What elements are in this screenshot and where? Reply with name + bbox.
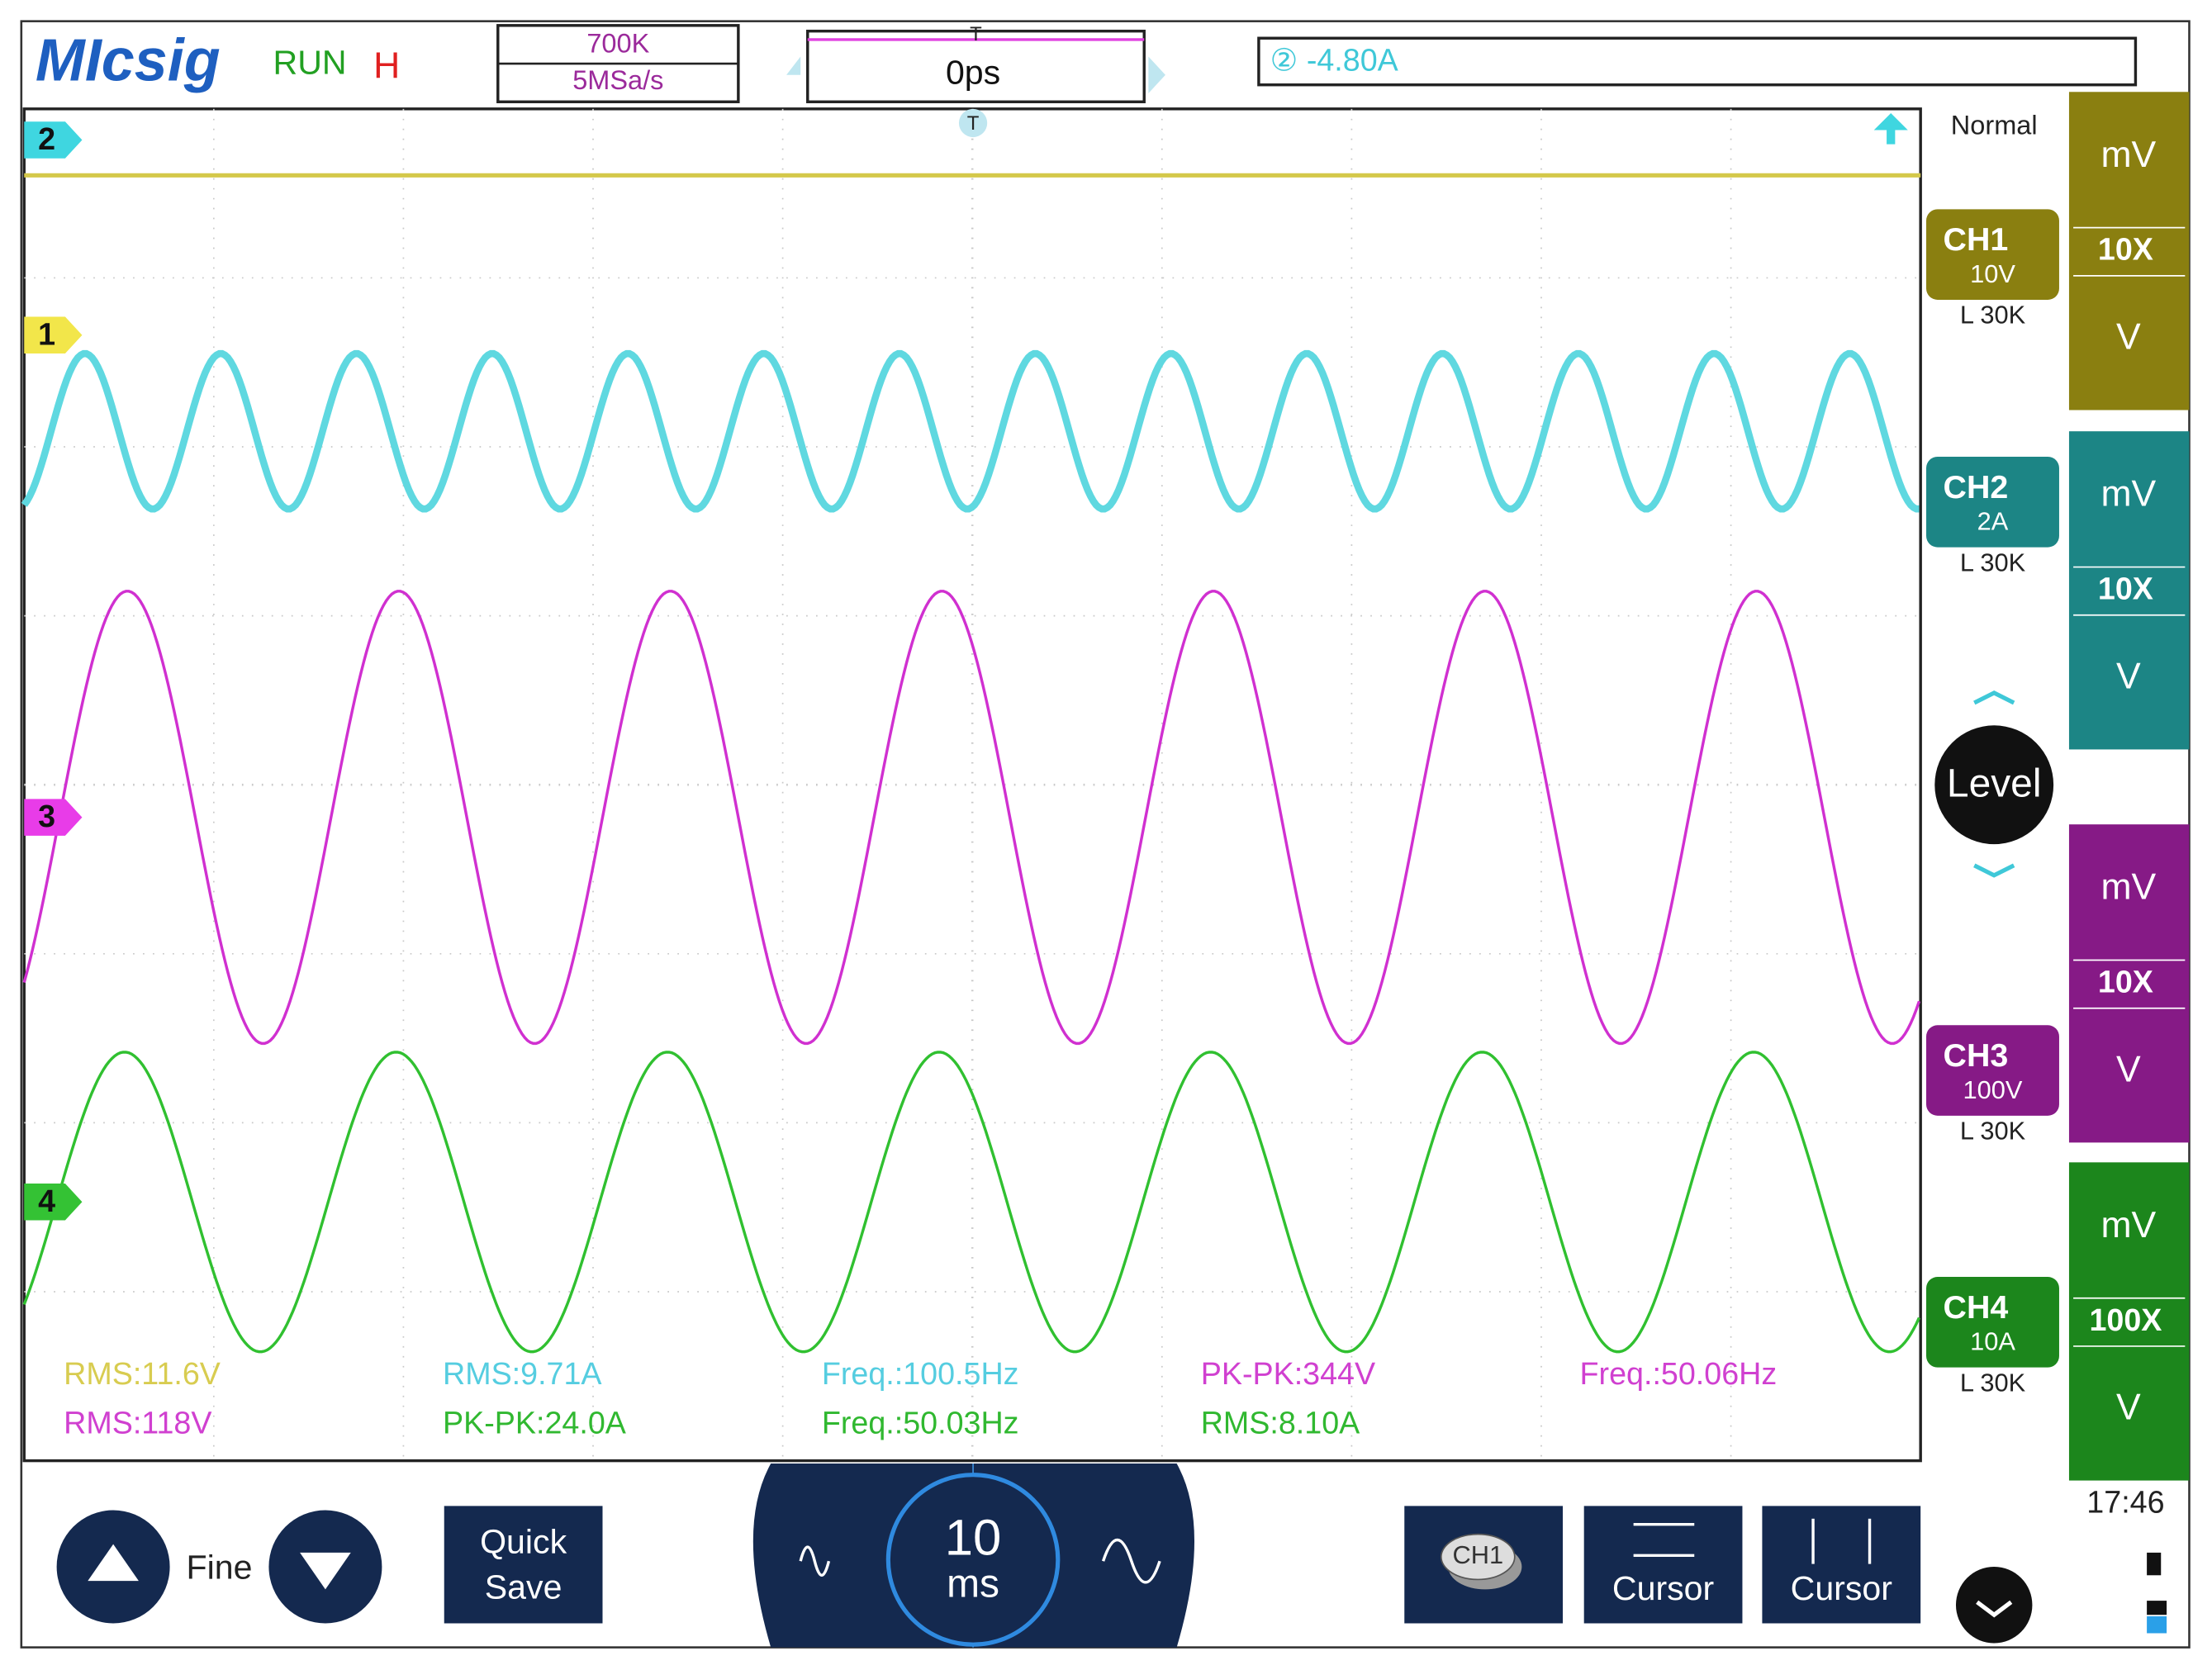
waveform-area[interactable]	[22, 107, 1922, 1463]
channel-marker-label: 2	[38, 121, 55, 156]
usb-icon	[2147, 1552, 2162, 1576]
ch-icon	[1440, 1533, 1516, 1581]
unit-high: mV	[2100, 867, 2156, 908]
measurement-value: Freq.:100.5Hz	[822, 1356, 1019, 1391]
trigger-level-arrow	[1873, 112, 1908, 145]
unit-high: mV	[2100, 1205, 2156, 1245]
clock: 17:46	[2086, 1485, 2164, 1520]
trigger-time-box[interactable]	[806, 29, 1146, 103]
measurement: ② -4.80A	[1270, 42, 1399, 77]
measurement-value: PK-PK:344V	[1201, 1356, 1375, 1391]
channel-strip[interactable]	[2068, 431, 2190, 750]
unit-high: mV	[2100, 135, 2156, 175]
arrow-right[interactable]	[1148, 56, 1165, 93]
channel-probe: L 30K	[1960, 1368, 2026, 1397]
channel-name: CH4	[1944, 1289, 2009, 1326]
mode: H	[373, 45, 400, 86]
trigger-time: 0ps	[946, 54, 1000, 92]
measurement-value: PK-PK:24.0A	[443, 1406, 627, 1440]
channel-probe: L 30K	[1960, 548, 2026, 576]
unit-low: V	[2116, 657, 2141, 697]
channel-button[interactable]	[1926, 209, 2059, 300]
ch-button-label: CH1	[1452, 1540, 1503, 1569]
channel-marker[interactable]	[24, 799, 83, 836]
quick-save-button[interactable]	[444, 1506, 603, 1624]
menu-icon	[1976, 1600, 2013, 1618]
channel-button[interactable]	[1926, 1025, 2059, 1116]
fine-label: Fine	[187, 1548, 253, 1586]
channel-name: CH2	[1944, 469, 2009, 505]
down-icon	[300, 1552, 351, 1590]
channel-marker[interactable]	[24, 1184, 83, 1221]
unit-high: mV	[2100, 474, 2156, 515]
menu-button[interactable]	[1955, 1567, 2033, 1644]
narrow-wave-icon[interactable]	[799, 1545, 831, 1577]
up-icon	[88, 1544, 139, 1582]
wide-wave-icon[interactable]	[1101, 1538, 1161, 1584]
cursor-v-label: Cursor	[1791, 1569, 1892, 1607]
trigger-pos-dot	[958, 108, 988, 138]
channel-button[interactable]	[1926, 457, 2059, 548]
run-state[interactable]: RUN	[273, 44, 347, 82]
brand: MIcsig	[36, 28, 221, 94]
channel-scale: 10V	[1970, 259, 2015, 288]
cursor-h-label: Cursor	[1612, 1569, 1714, 1607]
attenuation: 10X	[2098, 232, 2153, 267]
channel-marker[interactable]	[24, 121, 83, 159]
measurement-value: RMS:8.10A	[1201, 1406, 1360, 1440]
battery-top	[2147, 1601, 2167, 1615]
channel-marker[interactable]	[24, 316, 83, 354]
timebase-value: 10	[945, 1509, 1002, 1566]
trigger-marker: T	[967, 112, 980, 135]
channel-strip[interactable]	[2068, 1162, 2190, 1481]
channel-marker-label: 4	[38, 1184, 55, 1218]
sample-rate: 5MSa/s	[572, 65, 663, 95]
measurement-value: RMS:11.6V	[64, 1356, 221, 1391]
level-down[interactable]	[1973, 863, 2015, 878]
unit-low: V	[2116, 1388, 2141, 1428]
channel-button[interactable]	[1926, 1277, 2059, 1368]
channel-name: CH1	[1944, 221, 2009, 258]
memory-depth: 700K	[586, 28, 649, 58]
ch3-trace	[22, 590, 1921, 1046]
measurement-value: RMS:118V	[64, 1406, 211, 1440]
measurement-value: Freq.:50.03Hz	[822, 1406, 1019, 1440]
cursor-v-button[interactable]	[1762, 1506, 1921, 1624]
measurement-value: Freq.:50.06Hz	[1580, 1356, 1778, 1391]
unit-low: V	[2116, 1050, 2141, 1090]
channel-probe: L 30K	[1960, 1117, 2026, 1146]
trigger-marker-top: T	[970, 23, 982, 45]
measure-box[interactable]	[1257, 36, 2138, 87]
channel-name: CH3	[1944, 1037, 2009, 1074]
quick-save-line1: Quick	[480, 1522, 567, 1560]
arrow-left[interactable]	[786, 56, 801, 75]
channel-strip[interactable]	[2068, 824, 2190, 1143]
ch4-trace	[22, 1051, 1921, 1354]
channel-probe: L 30K	[1960, 301, 2026, 330]
attenuation: 10X	[2098, 965, 2153, 999]
channel-strip[interactable]	[2068, 92, 2190, 410]
channel-scale: 100V	[1963, 1075, 2023, 1104]
channel-scale: 10A	[1970, 1327, 2015, 1356]
channel-scale: 2A	[1977, 507, 2009, 536]
level-up[interactable]	[1973, 690, 2015, 705]
battery-bottom	[2147, 1615, 2167, 1634]
unit-low: V	[2116, 317, 2141, 358]
timebase-unit: ms	[947, 1563, 999, 1606]
measurement-value: RMS:9.71A	[443, 1356, 602, 1391]
quick-save-line2: Save	[485, 1568, 562, 1606]
attenuation: 100X	[2089, 1302, 2162, 1337]
level-button[interactable]	[1934, 725, 2054, 845]
ch2-trace	[21, 349, 1920, 513]
attenuation: 10X	[2098, 572, 2153, 606]
level-label: Level	[1947, 762, 2042, 806]
timebase-ring	[885, 1473, 1061, 1647]
trigger-mode[interactable]: Normal	[1951, 111, 2038, 140]
channel-marker-label: 3	[38, 799, 55, 833]
channel-marker-label: 1	[38, 316, 55, 351]
